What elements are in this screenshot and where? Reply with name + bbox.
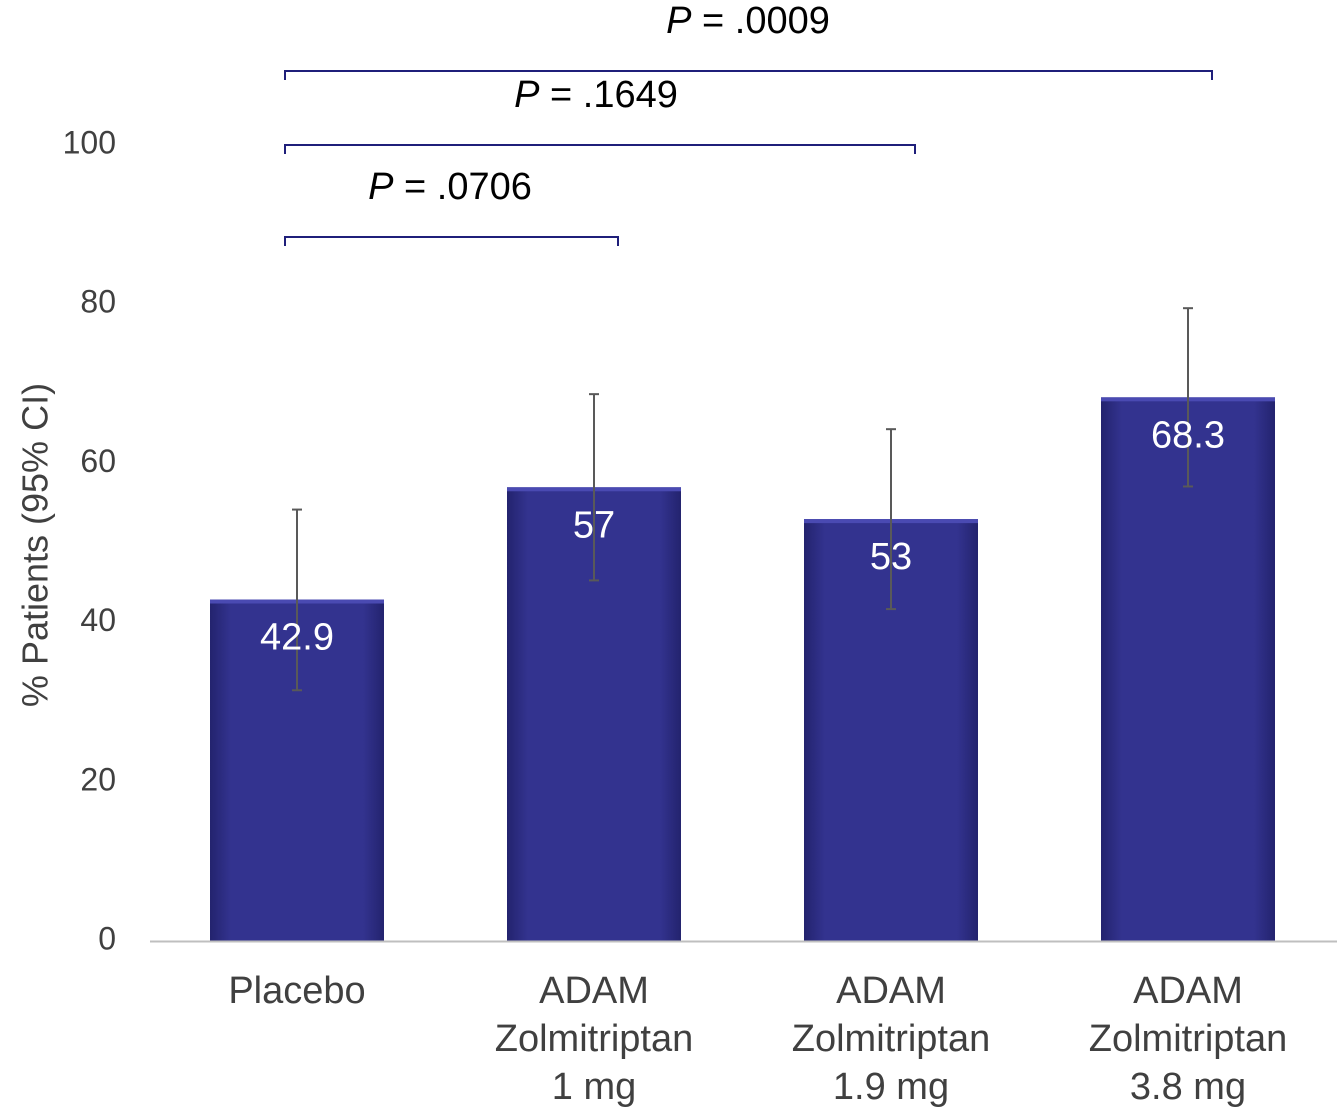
p-value-label: P = .0706	[368, 166, 532, 208]
y-tick-label: 20	[80, 761, 116, 797]
p-value-label: P = .0009	[666, 0, 830, 42]
value-labels: 42.9 57 53 68.3	[260, 414, 1225, 658]
category-labels: Placebo ADAM Zolmitriptan 1 mg ADAM Zolmitrip…	[228, 970, 1287, 1108]
x-tick-label: 1.9 mg	[833, 1066, 949, 1108]
data-label: 57	[573, 504, 615, 546]
bars	[210, 397, 1275, 941]
x-tick-label: Zolmitriptan	[495, 1018, 694, 1060]
y-tick-label: 40	[80, 602, 116, 638]
x-tick-label: Zolmitriptan	[1089, 1018, 1288, 1060]
data-label: 68.3	[1151, 414, 1225, 456]
y-axis-ticks: 0 20 40 60 80 100	[63, 124, 116, 956]
x-tick-label: ADAM	[1133, 970, 1243, 1012]
data-label: 42.9	[260, 617, 334, 659]
x-tick-label: 1 mg	[552, 1066, 636, 1108]
x-tick-label: ADAM	[539, 970, 649, 1012]
bar	[1101, 397, 1275, 941]
bracket	[284, 70, 1213, 80]
y-tick-label: 0	[98, 920, 116, 956]
y-tick-label: 80	[80, 284, 116, 320]
y-tick-label: 60	[80, 443, 116, 479]
significance-brackets: P = .0706 P = .1649 P = .0009	[284, 0, 1213, 246]
bracket	[284, 144, 916, 154]
x-tick-label: Zolmitriptan	[792, 1018, 991, 1060]
p-value-label: P = .1649	[514, 74, 678, 116]
y-tick-label: 100	[63, 124, 116, 160]
x-tick-label: 3.8 mg	[1130, 1066, 1246, 1108]
x-tick-label: Placebo	[228, 970, 365, 1012]
data-label: 53	[870, 536, 912, 578]
x-tick-label: ADAM	[836, 970, 946, 1012]
error-bars	[292, 307, 1193, 692]
y-axis-title: % Patients (95% CI)	[15, 383, 56, 707]
bracket	[284, 236, 619, 246]
